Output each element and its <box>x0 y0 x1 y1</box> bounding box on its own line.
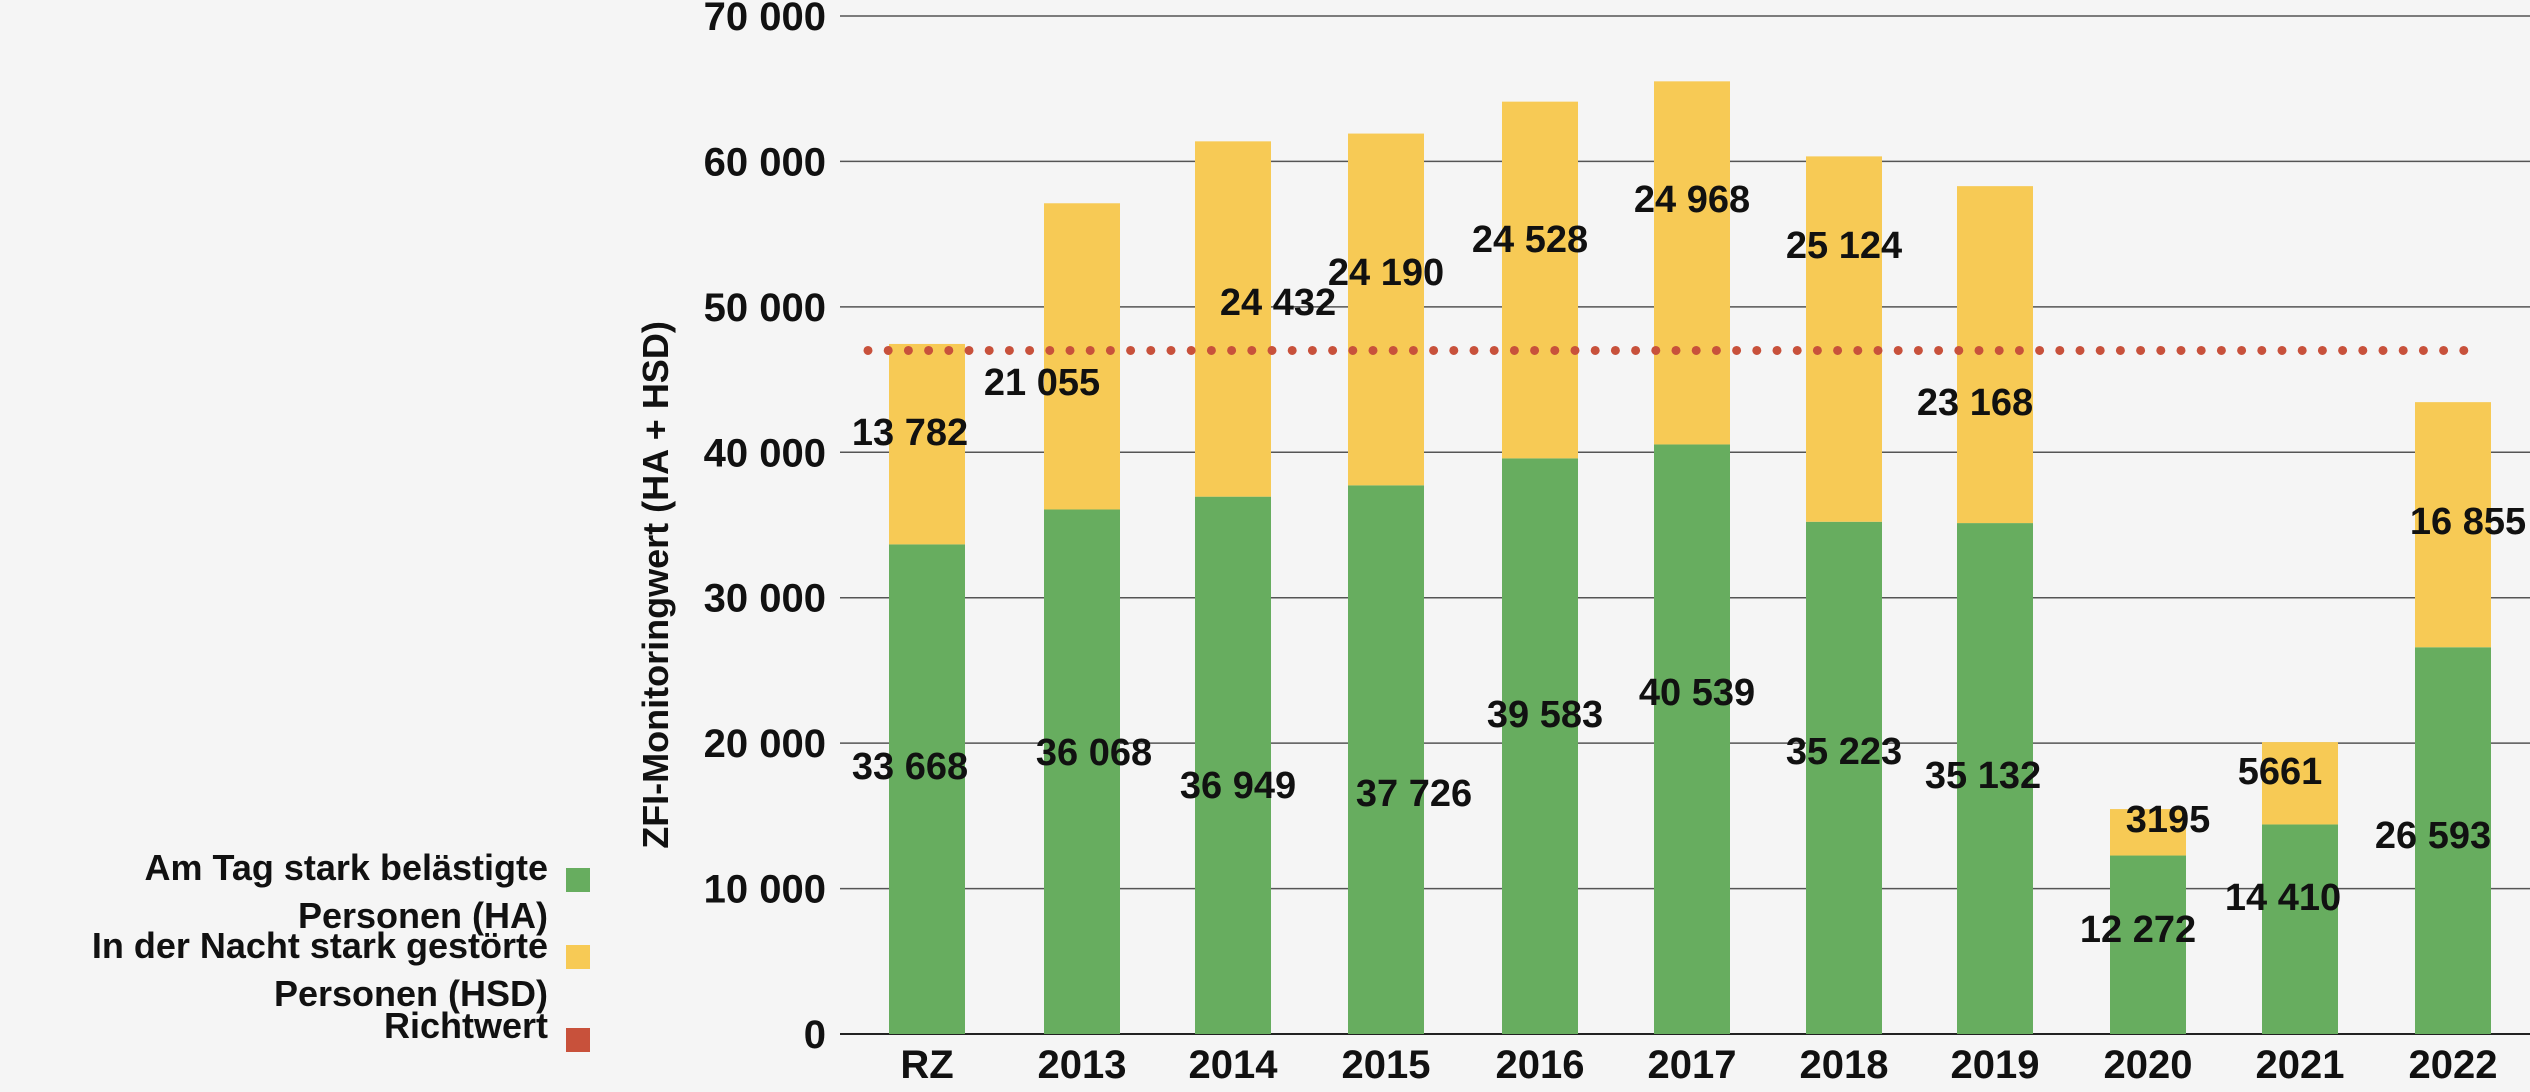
data-label-hsd: 24 432 <box>1220 282 1336 324</box>
x-tick-label: 2019 <box>1951 1043 2040 1087</box>
legend-swatch <box>566 1028 590 1052</box>
data-label-ha: 36 949 <box>1180 765 1296 807</box>
data-labels: 33 668 13 782 36 068 21 055 36 949 24 432 37 7… <box>852 179 2526 951</box>
bar-segment-hsd <box>1348 133 1424 486</box>
data-label-hsd: 21 055 <box>984 362 1100 404</box>
x-tick-label: RZ <box>900 1043 953 1087</box>
legend-label: Personen (HA) <box>298 895 548 936</box>
data-label-hsd: 23 168 <box>1917 382 2033 424</box>
bar-segment-hsd <box>1957 186 2033 524</box>
data-label-hsd: 24 968 <box>1634 179 1750 221</box>
legend-label: Richtwert <box>384 1005 548 1046</box>
bar-segment-hsd <box>1195 141 1271 497</box>
bar-segment-ha <box>1806 521 1882 1034</box>
data-label-ha: 35 132 <box>1925 755 2041 797</box>
bar-segment-hsd <box>2110 809 2186 856</box>
x-tick-label: 2017 <box>1648 1043 1737 1087</box>
bar-segment-hsd <box>1502 101 1578 459</box>
bar-segment-ha <box>1502 458 1578 1034</box>
x-tick-label: 2013 <box>1038 1043 1127 1087</box>
x-tick-label: 2020 <box>2104 1043 2193 1087</box>
y-tick-label: 0 <box>804 1013 826 1057</box>
data-label-hsd: 24 190 <box>1328 252 1444 294</box>
y-axis-ticks: 0 10 000 20 000 30 000 40 000 50 000 60 000 70 … <box>704 0 826 1057</box>
data-label-ha: 40 539 <box>1639 672 1755 714</box>
legend-swatch <box>566 868 590 892</box>
data-label-ha: 37 726 <box>1356 773 1472 815</box>
legend-label: In der Nacht stark gestörte <box>92 925 548 966</box>
bar-segment-ha <box>2262 824 2338 1034</box>
bar-segment-ha <box>1348 485 1424 1034</box>
y-tick-label: 10 000 <box>704 868 826 912</box>
y-tick-label: 40 000 <box>704 431 826 475</box>
legend-label: Personen (HSD) <box>274 973 548 1014</box>
bar-segment-hsd <box>2262 742 2338 825</box>
legend-swatch <box>566 945 590 969</box>
y-axis-label: ZFI-Monitoringwert (HA + HSD) <box>635 321 676 849</box>
data-label-hsd: 3195 <box>2126 799 2211 841</box>
bar-segment-hsd <box>2415 402 2491 648</box>
data-label-ha: 33 668 <box>852 746 968 788</box>
data-label-ha: 36 068 <box>1036 732 1152 774</box>
bar-segment-ha <box>1654 444 1730 1034</box>
bar-segment-ha <box>889 544 965 1034</box>
bar-segment-ha <box>1044 509 1120 1034</box>
data-label-hsd: 13 782 <box>852 412 968 454</box>
x-tick-label: 2018 <box>1800 1043 1889 1087</box>
bars <box>889 81 2491 1034</box>
legend-label: Am Tag stark belästigte <box>145 847 548 888</box>
y-tick-label: 20 000 <box>704 722 826 766</box>
data-label-ha: 26 593 <box>2375 815 2491 857</box>
x-tick-label: 2014 <box>1189 1043 1279 1087</box>
bar-segment-hsd <box>889 343 965 545</box>
bar-segment-ha <box>2415 647 2491 1034</box>
data-label-hsd: 24 528 <box>1472 219 1588 261</box>
data-label-hsd: 25 124 <box>1786 225 1902 267</box>
data-label-ha: 39 583 <box>1487 694 1603 736</box>
data-label-ha: 14 410 <box>2225 877 2341 919</box>
bar-segment-ha <box>1195 496 1271 1034</box>
x-axis-ticks: RZ 2013 2014 2015 2016 2017 2018 2019 2020 2021 20… <box>900 1043 2497 1087</box>
bar-segment-hsd <box>1806 156 1882 522</box>
legend: Am Tag stark belästigte Personen (HA)In d… <box>92 847 590 1052</box>
y-tick-label: 60 000 <box>704 140 826 184</box>
x-tick-label: 2022 <box>2409 1043 2498 1087</box>
x-tick-label: 2015 <box>1342 1043 1431 1087</box>
x-tick-label: 2016 <box>1496 1043 1585 1087</box>
data-label-hsd: 5661 <box>2238 751 2323 793</box>
x-tick-label: 2021 <box>2256 1043 2345 1087</box>
y-tick-label: 50 000 <box>704 286 826 330</box>
bar-segment-hsd <box>1654 81 1730 445</box>
y-tick-label: 30 000 <box>704 577 826 621</box>
data-label-ha: 35 223 <box>1786 731 1902 773</box>
data-label-hsd: 16 855 <box>2410 501 2526 543</box>
data-label-ha: 12 272 <box>2080 909 2196 951</box>
bar-segment-hsd <box>1044 203 1120 510</box>
bar-segment-ha <box>2110 855 2186 1034</box>
bar-segment-ha <box>1957 523 2033 1034</box>
y-tick-label: 70 000 <box>704 0 826 39</box>
